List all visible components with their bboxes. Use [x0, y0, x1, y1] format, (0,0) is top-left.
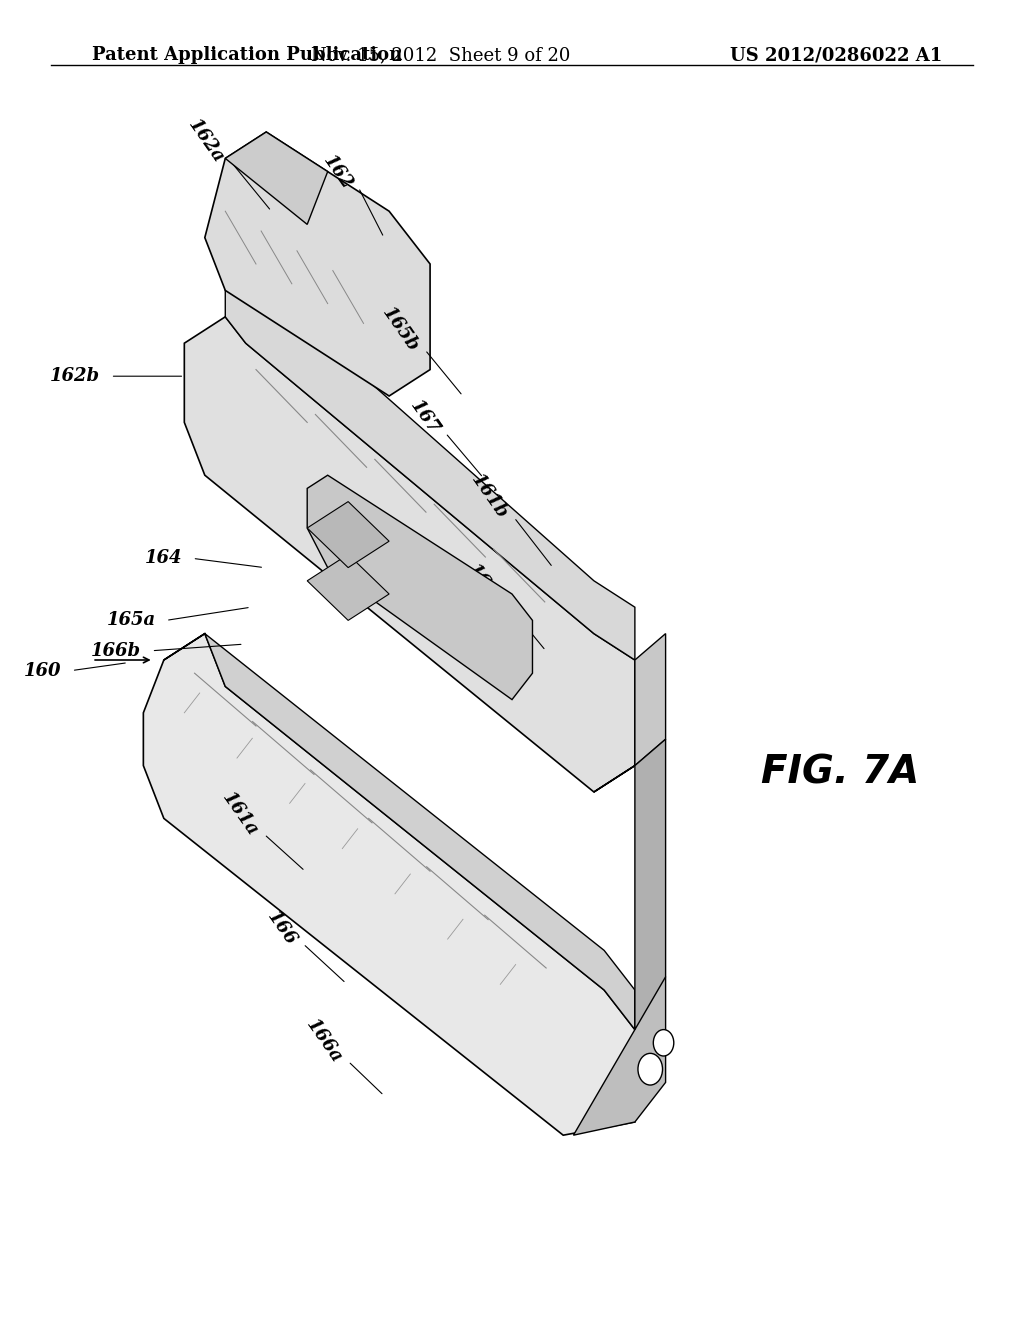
Polygon shape: [307, 502, 389, 568]
Text: 161b: 161b: [468, 471, 511, 523]
Text: 161a: 161a: [218, 789, 261, 840]
Text: 166b: 166b: [91, 642, 141, 660]
Text: 164: 164: [144, 549, 182, 568]
Polygon shape: [635, 739, 666, 1030]
Text: Nov. 15, 2012  Sheet 9 of 20: Nov. 15, 2012 Sheet 9 of 20: [310, 46, 570, 65]
Polygon shape: [594, 634, 666, 792]
Text: 162b: 162b: [50, 367, 100, 385]
Polygon shape: [307, 475, 532, 700]
Text: 165b: 165b: [464, 561, 507, 612]
Polygon shape: [573, 977, 666, 1135]
Text: 165a: 165a: [106, 611, 156, 630]
Polygon shape: [225, 132, 328, 224]
Polygon shape: [143, 634, 635, 1135]
Circle shape: [638, 1053, 663, 1085]
Text: Patent Application Publication: Patent Application Publication: [92, 46, 402, 65]
Polygon shape: [164, 634, 635, 1030]
Polygon shape: [225, 264, 635, 660]
Text: US 2012/0286022 A1: US 2012/0286022 A1: [730, 46, 942, 65]
Polygon shape: [184, 317, 635, 792]
Text: 165b: 165b: [379, 304, 422, 355]
Polygon shape: [307, 554, 389, 620]
Text: FIG. 7A: FIG. 7A: [761, 754, 919, 791]
Text: 162a: 162a: [184, 116, 227, 166]
Text: 166: 166: [264, 908, 300, 949]
Text: 166a: 166a: [302, 1016, 345, 1067]
Text: 162: 162: [319, 152, 355, 193]
Polygon shape: [205, 132, 430, 396]
Text: 167: 167: [407, 397, 442, 438]
Text: 160: 160: [24, 661, 61, 680]
Circle shape: [653, 1030, 674, 1056]
